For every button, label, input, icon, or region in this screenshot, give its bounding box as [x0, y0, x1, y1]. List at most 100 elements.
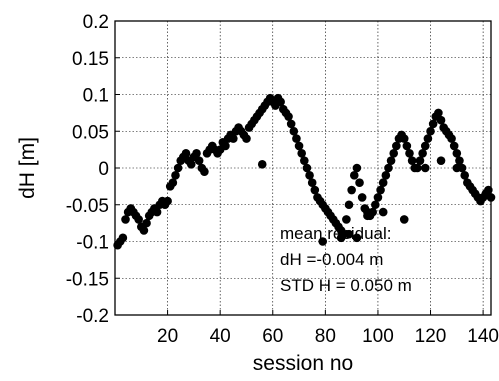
data-point — [352, 233, 362, 243]
data-point — [381, 171, 391, 180]
data-point — [181, 149, 191, 158]
data-point — [376, 185, 385, 195]
data-point — [305, 171, 314, 180]
x-tick-label: 40 — [210, 326, 231, 347]
data-point — [436, 115, 446, 125]
data-point — [426, 126, 435, 136]
grid — [115, 20, 491, 316]
data-point — [294, 141, 304, 151]
data-point — [386, 156, 396, 165]
data-point — [171, 171, 180, 180]
data-point — [163, 196, 172, 206]
x-tick-label: 20 — [157, 326, 178, 347]
data-point — [357, 193, 367, 202]
data-point — [428, 119, 438, 129]
annotation-std: STD H = 0.050 m — [280, 276, 412, 295]
data-point — [420, 163, 430, 173]
data-point — [347, 185, 356, 195]
y-tick-label: 0.1 — [83, 86, 109, 107]
data-point — [392, 141, 401, 151]
data-point — [173, 163, 183, 173]
data-point — [352, 163, 362, 173]
data-point — [229, 134, 238, 143]
data-point — [452, 163, 462, 173]
data-point — [297, 149, 306, 158]
data-point — [242, 134, 251, 143]
y-tick-label: -0.1 — [76, 233, 109, 254]
y-tick-labels: 0.2 0.15 0.1 0.05 0 -0.05 -0.1 -0.15 -0.2 — [66, 12, 109, 327]
data-point — [399, 215, 409, 224]
data-point — [342, 215, 351, 224]
data-point — [300, 156, 309, 165]
data-point — [460, 171, 470, 180]
data-point — [194, 156, 204, 165]
x-tick-label: 80 — [315, 326, 336, 347]
x-axis-title: session no — [253, 352, 353, 375]
data-points — [113, 93, 496, 250]
data-point — [118, 233, 128, 243]
data-point — [371, 200, 380, 210]
y-axis-title: dH [m] — [16, 137, 39, 199]
annotation-mean-residual: mean residual: — [280, 224, 392, 243]
data-point — [434, 108, 443, 118]
data-point — [378, 178, 388, 187]
data-point — [286, 119, 296, 129]
y-tick-label: -0.05 — [66, 196, 109, 217]
data-point — [152, 207, 162, 217]
y-tick-label: 0.15 — [72, 49, 109, 70]
data-point — [121, 215, 130, 224]
data-point — [399, 134, 409, 143]
data-point — [402, 141, 412, 151]
data-point — [257, 160, 267, 169]
data-point — [318, 237, 328, 246]
data-point — [186, 160, 196, 169]
data-point — [200, 167, 209, 176]
data-point — [389, 149, 399, 158]
x-tick-labels: 20 40 60 80 100 120 140 — [157, 326, 499, 347]
data-point — [307, 178, 317, 187]
data-point — [378, 207, 388, 217]
data-point — [436, 156, 446, 165]
x-tick-label: 140 — [467, 326, 499, 347]
data-point — [302, 163, 312, 173]
data-point — [289, 126, 299, 136]
annotation-dh: dH =-0.004 m — [280, 250, 383, 269]
data-point — [420, 141, 430, 151]
x-tick-label: 60 — [262, 326, 283, 347]
data-point — [355, 178, 364, 187]
data-point — [292, 134, 301, 143]
data-point — [344, 229, 354, 239]
plot-frame — [114, 20, 492, 316]
data-point — [134, 215, 143, 224]
x-tick-label: 120 — [415, 326, 447, 347]
data-point — [423, 134, 433, 143]
data-point — [405, 149, 414, 158]
data-point — [407, 156, 417, 165]
data-point — [373, 193, 383, 202]
y-tick-label: 0.2 — [83, 12, 109, 33]
data-point — [284, 112, 293, 121]
data-point — [449, 141, 459, 151]
data-point — [276, 97, 285, 107]
data-point — [139, 226, 149, 235]
data-point — [452, 149, 462, 158]
data-point — [336, 233, 346, 243]
data-point — [415, 156, 425, 165]
data-point — [363, 211, 372, 221]
data-point — [447, 134, 456, 143]
data-point — [418, 149, 427, 158]
data-point — [349, 171, 359, 180]
data-point — [221, 141, 230, 151]
data-point — [168, 178, 178, 187]
data-point — [413, 163, 422, 173]
data-point — [310, 185, 320, 195]
data-point — [192, 149, 201, 158]
x-tick-label: 100 — [362, 326, 394, 347]
data-point — [384, 163, 393, 173]
y-tick-label: 0 — [98, 159, 109, 180]
data-point — [455, 156, 464, 165]
data-point — [142, 218, 151, 228]
y-tick-label: -0.15 — [66, 269, 109, 290]
data-point — [344, 200, 354, 210]
